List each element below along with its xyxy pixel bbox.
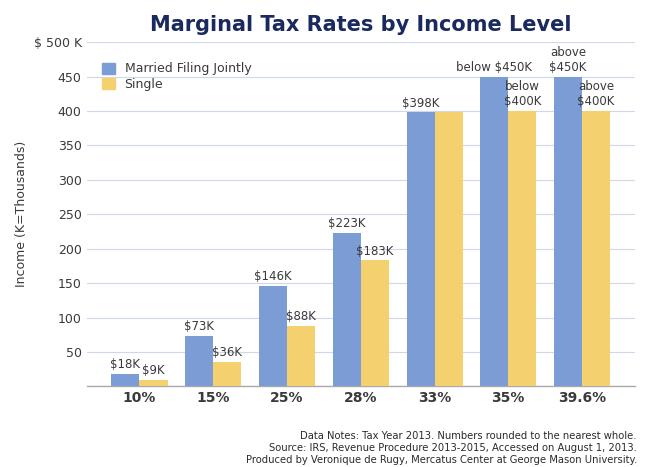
Bar	[287, 326, 315, 386]
Text: below
$400K: below $400K	[504, 80, 541, 108]
Text: $73K: $73K	[184, 320, 214, 333]
Bar	[140, 380, 168, 386]
Text: $223K: $223K	[328, 217, 365, 230]
Bar	[435, 113, 463, 386]
Bar	[582, 111, 610, 386]
Text: above
$400K: above $400K	[577, 80, 615, 108]
Bar	[213, 361, 241, 386]
Bar	[406, 113, 435, 386]
Text: $18K: $18K	[111, 358, 140, 371]
Text: $146K: $146K	[254, 270, 292, 283]
Title: Marginal Tax Rates by Income Level: Marginal Tax Rates by Income Level	[150, 15, 571, 35]
Legend: Married Filing Jointly, Single: Married Filing Jointly, Single	[98, 59, 255, 95]
Bar	[508, 111, 536, 386]
Text: $36K: $36K	[213, 346, 242, 359]
Bar	[259, 286, 287, 386]
Text: $398K: $398K	[402, 97, 439, 110]
Bar	[361, 261, 389, 386]
Text: Data Notes: Tax Year 2013. Numbers rounded to the nearest whole.
Source: IRS, Re: Data Notes: Tax Year 2013. Numbers round…	[246, 432, 637, 465]
Text: above
$450K: above $450K	[549, 46, 587, 74]
Bar	[185, 336, 213, 386]
Bar	[333, 233, 361, 386]
Bar	[554, 77, 582, 386]
Text: $88K: $88K	[286, 310, 316, 323]
Bar	[111, 374, 140, 386]
Text: $183K: $183K	[356, 245, 393, 258]
Text: below $450K: below $450K	[456, 61, 532, 74]
Text: $9K: $9K	[142, 364, 165, 377]
Bar	[480, 77, 508, 386]
Y-axis label: Income (K=Thousands): Income (K=Thousands)	[15, 141, 28, 287]
